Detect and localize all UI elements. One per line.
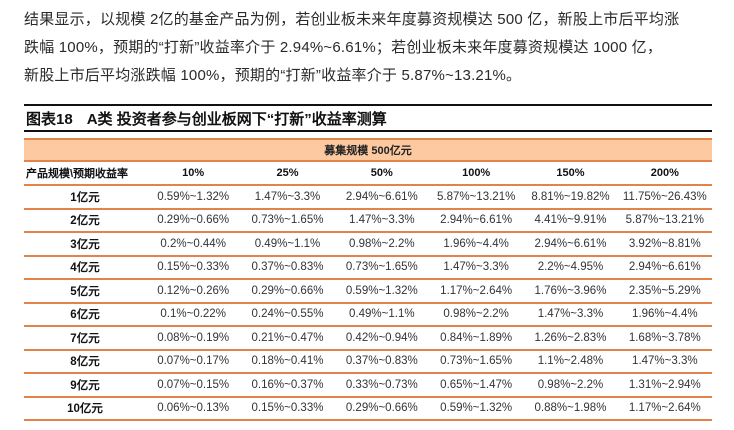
paragraph-line: 结果显示，以规模 2亿的基金产品为例，若创业板未来年度募资规模达 500 亿，新… [24,11,680,28]
table-cell: 0.37%~0.83% [334,349,429,374]
table-cell: 0.59%~1.32% [428,396,524,421]
table-cell: 1.68%~3.78% [617,326,712,351]
column-header: 150% [523,161,618,186]
table-cell: 2.94%~6.61% [617,255,712,280]
row-label: 4亿元 [24,255,146,280]
table-cell: 2.35%~5.29% [617,279,712,304]
table-cell: 0.08%~0.19% [146,326,241,351]
table-cell: 8.81%~19.82% [523,185,618,210]
table-row: 7亿元 0.08%~0.19% 0.21%~0.47% 0.42%~0.94% 0.84… [24,326,712,351]
table-cell: 0.29%~0.66% [334,396,429,421]
table-cell: 1.31%~2.94% [617,373,712,398]
table-cell: 0.98%~2.2% [523,373,618,398]
table-row: 3亿元 0.2%~0.44% 0.49%~1.1% 0.98%~2.2% 1.96%~4… [24,232,712,257]
table-cell: 0.98%~2.2% [428,302,524,327]
table-cell: 0.49%~1.1% [240,232,335,257]
table-row: 2亿元 0.29%~0.66% 0.73%~1.65% 1.47%~3.3% 2.94%… [24,208,712,233]
table-cell: 1.96%~4.4% [428,232,524,257]
table-cell: 0.18%~0.41% [240,349,335,374]
row-label: 2亿元 [24,208,146,233]
table-cell: 0.42%~0.94% [334,326,429,351]
table-cell: 0.33%~0.73% [334,373,429,398]
table-cell: 2.94%~6.61% [428,208,524,233]
row-label: 8亿元 [24,349,146,374]
table-cell: 0.06%~0.13% [146,396,241,421]
figure-title-text: A类 投资者参与创业板网下“打新”收益率测算 [86,111,387,128]
table-cell: 0.73%~1.65% [334,255,429,280]
table-cell: 0.24%~0.55% [240,302,335,327]
figure-number: 图表18 [26,111,73,128]
table-cell: 2.94%~6.61% [523,232,618,257]
table-cell: 0.1%~0.22% [146,302,241,327]
table-cell: 0.73%~1.65% [240,208,335,233]
table-cell: 0.21%~0.47% [240,326,335,351]
table-cell: 1.1%~2.48% [523,349,618,374]
table-row: 9亿元 0.07%~0.15% 0.16%~0.37% 0.33%~0.73% 0.65… [24,373,712,398]
row-label: 10亿元 [24,396,146,421]
table-cell: 1.17%~2.64% [617,396,712,421]
table-cell: 0.98%~2.2% [334,232,429,257]
table-cell: 1.17%~2.64% [428,279,524,304]
table-cell: 0.84%~1.89% [428,326,524,351]
table-cell: 1.47%~3.3% [240,185,335,210]
body-paragraph: 结果显示，以规模 2亿的基金产品为例，若创业板未来年度募资规模达 500 亿，新… [24,6,714,90]
row-label: 7亿元 [24,326,146,351]
table-cell: 11.75%~26.43% [617,185,712,210]
table-cell: 0.15%~0.33% [240,396,335,421]
table-cell: 0.07%~0.17% [146,349,241,374]
table-cell: 0.59%~1.32% [334,279,429,304]
table-cell: 1.47%~3.3% [428,255,524,280]
table-cell: 0.07%~0.15% [146,373,241,398]
table-cell: 0.49%~1.1% [334,302,429,327]
column-header: 200% [617,161,712,186]
table-cell: 0.65%~1.47% [428,373,524,398]
table-row: 1亿元 0.59%~1.32% 1.47%~3.3% 2.94%~6.61% 5.87%… [24,185,712,210]
column-header: 10% [146,161,241,186]
paragraph-line: 跌幅 100%，预期的“打新”收益率介于 2.94%~6.61%；若创业板未来年… [24,39,663,56]
row-label: 9亿元 [24,373,146,398]
row-header-label: 产品规模\预期收益率 [24,161,146,186]
yield-estimate-table: 募集规模 500亿元 产品规模\预期收益率 10% 25% 50% 100% 1… [24,138,712,421]
table-cell: 0.2%~0.44% [146,232,241,257]
table-cell: 2.2%~4.95% [523,255,618,280]
table-row: 8亿元 0.07%~0.17% 0.18%~0.41% 0.37%~0.83% 0.73… [24,349,712,374]
table-row: 4亿元 0.15%~0.33% 0.37%~0.83% 0.73%~1.65% 1.47… [24,255,712,280]
table-band-row: 募集规模 500亿元 [24,138,712,162]
table-cell: 0.29%~0.66% [146,208,241,233]
table-cell: 0.12%~0.26% [146,279,241,304]
table-cell: 0.16%~0.37% [240,373,335,398]
band-label: 募集规模 500亿元 [24,138,712,162]
column-header: 50% [334,161,429,186]
table-cell: 2.94%~6.61% [334,185,429,210]
table-cell: 1.47%~3.3% [334,208,429,233]
table-cell: 0.88%~1.98% [523,396,618,421]
table-cell: 0.15%~0.33% [146,255,241,280]
table-row: 5亿元 0.12%~0.26% 0.29%~0.66% 0.59%~1.32% 1.17… [24,279,712,304]
table-cell: 0.73%~1.65% [428,349,524,374]
table-cell: 1.47%~3.3% [523,302,618,327]
table-header-row: 产品规模\预期收益率 10% 25% 50% 100% 150% 200% [24,161,712,186]
table-cell: 0.29%~0.66% [240,279,335,304]
row-label: 5亿元 [24,279,146,304]
row-label: 1亿元 [24,185,146,210]
table-cell: 1.47%~3.3% [617,349,712,374]
figure-caption: 图表18 A类 投资者参与创业板网下“打新”收益率测算 [24,104,712,132]
row-label: 6亿元 [24,302,146,327]
column-header: 100% [428,161,524,186]
column-header: 25% [240,161,335,186]
table-cell: 5.87%~13.21% [617,208,712,233]
table-cell: 4.41%~9.91% [523,208,618,233]
table-cell: 0.37%~0.83% [240,255,335,280]
table-cell: 5.87%~13.21% [428,185,524,210]
table-row: 10亿元 0.06%~0.13% 0.15%~0.33% 0.29%~0.66% 0.5… [24,396,712,421]
table-cell: 1.96%~4.4% [617,302,712,327]
figure-title: 图表18 A类 投资者参与创业板网下“打新”收益率测算 [26,108,387,129]
row-label: 3亿元 [24,232,146,257]
table-cell: 3.92%~8.81% [617,232,712,257]
table-row: 6亿元 0.1%~0.22% 0.24%~0.55% 0.49%~1.1% 0.98%~… [24,302,712,327]
paragraph-line: 新股上市后平均涨跌幅 100%，预期的“打新”收益率介于 5.87%~13.21… [24,67,522,84]
table-cell: 1.26%~2.83% [523,326,618,351]
table-cell: 0.59%~1.32% [146,185,241,210]
table-cell: 1.76%~3.96% [523,279,618,304]
